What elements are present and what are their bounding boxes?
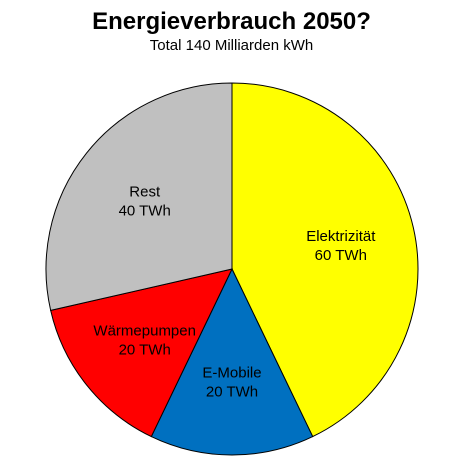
slice-value-label-3: 40 TWh (119, 202, 171, 219)
pie-slice-2 (50, 268, 233, 438)
pie-slice-0 (231, 82, 419, 438)
chart-title: Energieverbrauch 2050? (92, 8, 371, 35)
slice-label-3: Rest (129, 183, 161, 200)
slice-label-2: Wärmepumpen (93, 323, 196, 340)
chart-subtitle: Total 140 Milliarden kWh (149, 37, 314, 54)
pie-slice-1 (150, 267, 314, 456)
slice-label-1: E-Mobile (202, 365, 261, 382)
slice-label-0: Elektrizität (306, 228, 376, 245)
slice-value-label-0: 60 TWh (315, 247, 367, 264)
pie-slice-3 (45, 82, 233, 311)
slice-value-label-1: 20 TWh (206, 384, 258, 401)
slice-value-label-2: 20 TWh (119, 342, 171, 359)
